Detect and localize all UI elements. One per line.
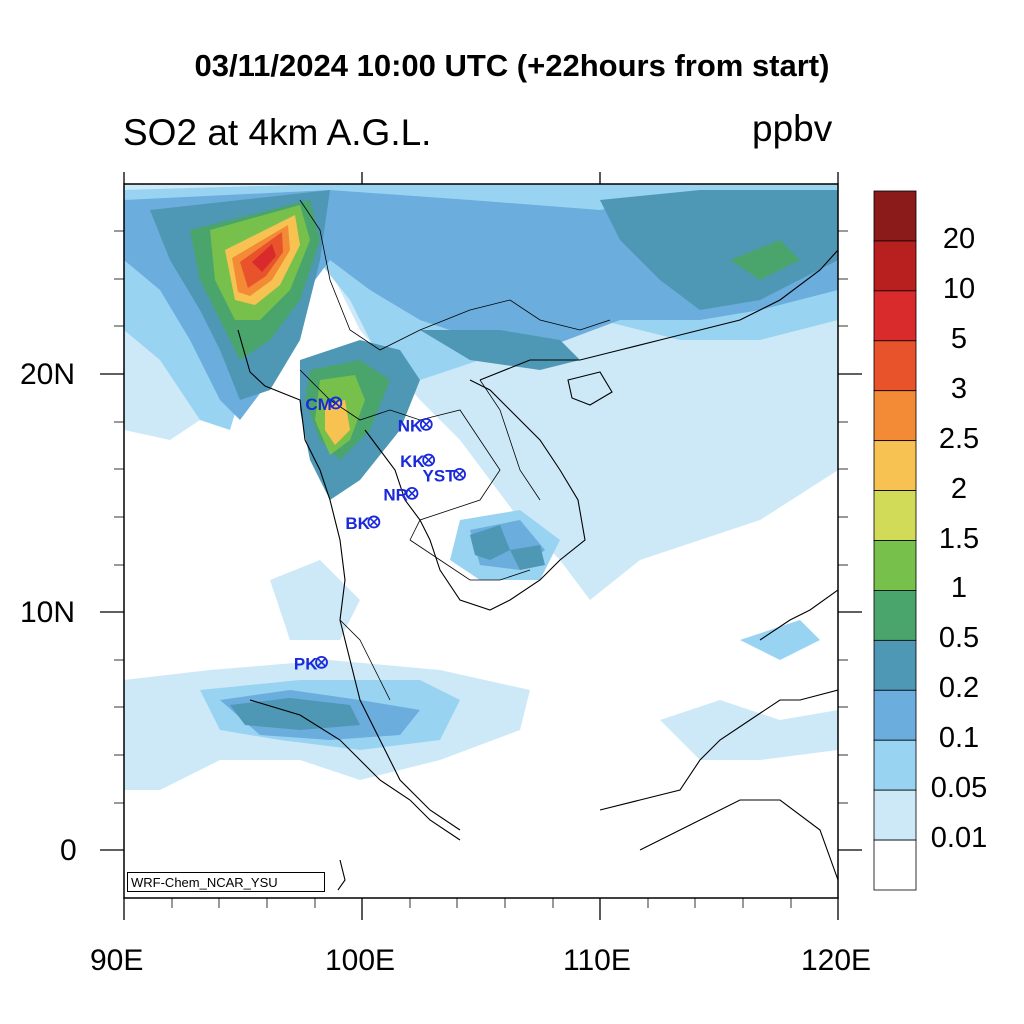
colorbar-label: 3 (950, 372, 968, 405)
concentration-field (124, 184, 838, 898)
colorbar-swatch (873, 290, 917, 342)
colorbar-label: 5 (950, 322, 968, 355)
station-nk: NK (398, 416, 433, 435)
colorbar-label: 1.5 (938, 522, 980, 555)
station-yst: YST (423, 466, 466, 485)
model-credit: WRF-Chem_NCAR_YSU (127, 872, 325, 892)
variable-label: SO2 at 4km A.G.L. (123, 112, 432, 153)
y-tick-10n: 10N (20, 596, 76, 629)
colorbar-label: 0.01 (930, 822, 988, 855)
minor-ticks (114, 230, 848, 908)
colorbar (873, 190, 917, 891)
station-bk: BK (345, 514, 381, 533)
colorbar-swatch (873, 689, 917, 741)
station-nr: NR (383, 485, 419, 504)
colorbar-swatch (873, 639, 917, 691)
axis-ticks (100, 172, 862, 920)
y-tick-20n: 20N (20, 358, 76, 391)
borders (299, 199, 611, 701)
station-marker-icon (422, 453, 436, 467)
colorbar-swatch (873, 390, 917, 442)
station-marker-icon (329, 396, 343, 410)
coastlines (237, 249, 838, 891)
colorbar-swatch (873, 340, 917, 392)
colorbar-label: 0.2 (938, 672, 980, 705)
station-marker-icon (405, 486, 419, 500)
colorbar-label: 0.05 (930, 772, 988, 805)
colorbar-swatch (873, 839, 917, 891)
colorbar-label: 1 (950, 572, 968, 605)
station-marker-icon (367, 515, 381, 529)
station-label: KK (400, 452, 425, 471)
colorbar-swatch (873, 590, 917, 641)
station-pk: PK (294, 654, 328, 673)
colorbar-swatch (873, 190, 917, 242)
station-marker-icon (419, 417, 433, 431)
station-kk: KK (400, 452, 436, 471)
colorbar-label: 0.1 (938, 722, 980, 755)
units-label: ppbv (752, 108, 833, 149)
x-tick-120e: 120E (801, 944, 872, 977)
station-label: PK (294, 654, 318, 673)
map-frame (123, 183, 839, 899)
station-label: BK (345, 514, 370, 533)
colorbar-label: 20 (942, 222, 976, 255)
colorbar-label: 0.5 (938, 622, 980, 655)
colorbar-swatch (873, 490, 917, 541)
y-tick-0: 0 (60, 834, 77, 867)
station-cm: CM (305, 395, 343, 414)
colorbar-swatch (873, 440, 917, 491)
station-label: NK (398, 416, 423, 435)
plot-title: 03/11/2024 10:00 UTC (+22hours from star… (194, 48, 830, 83)
x-tick-100e: 100E (325, 944, 396, 977)
colorbar-label: 2 (950, 472, 968, 505)
colorbar-swatch (873, 240, 917, 292)
colorbar-label: 2.5 (938, 422, 980, 455)
colorbar-swatch (873, 789, 917, 841)
x-tick-110e: 110E (563, 944, 631, 977)
colorbar-swatch (873, 739, 917, 791)
station-label: NR (383, 485, 408, 504)
colorbar-label: 10 (942, 272, 976, 305)
colorbar-swatch (873, 540, 917, 591)
station-label: CM (305, 395, 331, 414)
x-tick-90e: 90E (90, 944, 144, 977)
station-label: YST (423, 466, 457, 485)
station-marker-icon (315, 655, 328, 669)
station-marker-icon (453, 467, 466, 481)
